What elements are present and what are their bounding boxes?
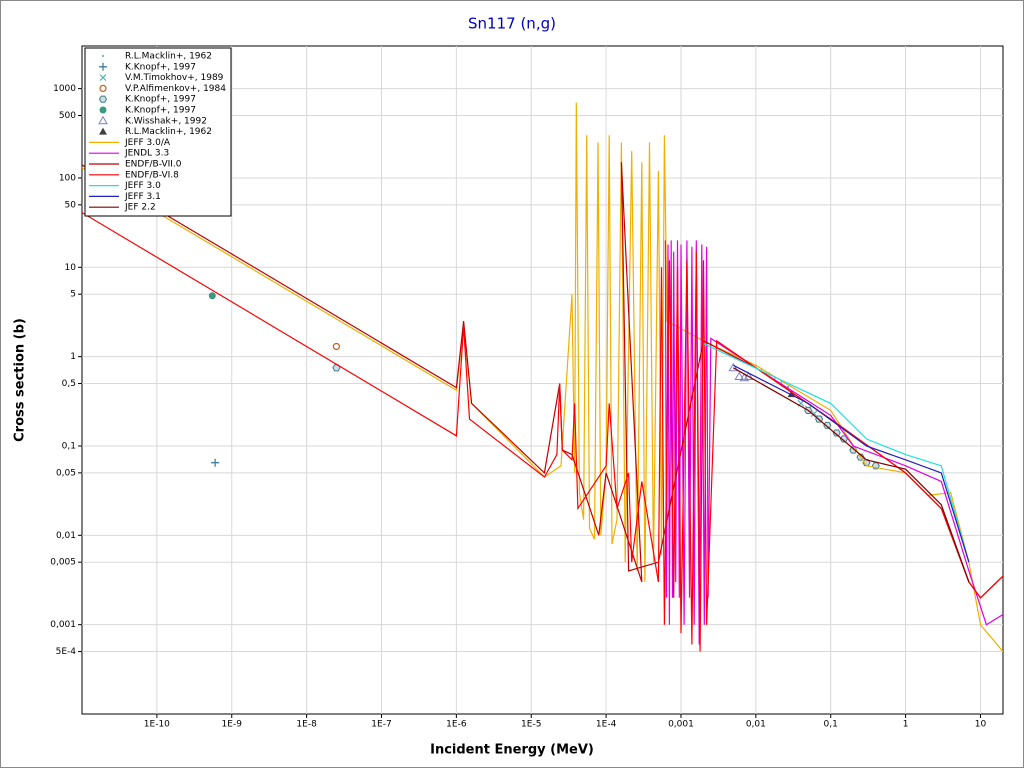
y-tick-label: 50 [65,200,77,210]
legend-box [84,47,232,217]
plot-area [81,45,1004,715]
y-tick-label: 1000 [53,84,76,94]
data-point [787,385,790,388]
legend-label: JEF 2.2 [124,203,156,213]
legend-label: R.L.Macklin+, 1962 [125,127,212,137]
data-point [823,421,832,429]
y-tick-label: 10 [65,263,77,273]
data-point [810,410,818,418]
legend-marker [99,74,107,82]
series-line [82,102,1003,652]
y-tick-label: 0,01 [56,531,76,541]
series-line [733,367,970,583]
legend-label: K.Knopf+, 1997 [125,62,196,72]
legend-label: V.M.Timokhov+, 1989 [125,73,224,83]
x-tick-label: 10 [975,720,987,730]
data-point [734,371,745,380]
legend-label: JEFF 3.0/A [124,138,171,148]
series-line [82,212,1003,652]
series-line [664,240,1003,645]
legend-marker [99,127,107,135]
legend-label: V.P.Alfimenkov+, 1984 [125,84,226,94]
y-tick-label: 1 [70,352,76,362]
legend-marker [102,55,104,57]
x-tick-label: 1E-6 [446,720,467,730]
x-tick-label: 1E-8 [296,720,317,730]
x-tick-label: 1E-5 [521,720,541,730]
y-tick-label: 0,5 [62,379,76,389]
legend-label: JENDL 3.3 [124,149,169,159]
legend-label: R.L.Macklin+, 1962 [125,52,212,62]
x-tick-label: 1 [903,720,909,730]
legend-label: JEFF 3.0 [124,181,161,191]
legend-marker [98,95,108,103]
legend-label: JEFF 3.1 [124,192,161,202]
grid [78,46,1003,718]
y-axis-label: Cross section (b) [13,318,28,442]
x-tick-label: 0,01 [746,720,766,730]
series-line [733,364,970,563]
y-tick-label: 100 [59,173,76,183]
data-point [332,342,341,351]
x-tick-label: 0,001 [668,720,694,730]
x-tick-label: 1E-10 [144,720,170,730]
legend-marker [99,62,107,71]
legend-marker [98,115,108,125]
x-tick-label: 1E-7 [371,720,391,730]
legend-label: K.Wisshak+, 1992 [125,116,207,126]
series-line [703,343,970,563]
y-tick-label: 0,005 [50,558,76,568]
legend-marker [99,106,107,114]
legend-label: K.Knopf+, 1997 [125,95,196,105]
y-tick-label: 500 [59,111,76,121]
y-tick-label: 0,1 [62,441,76,451]
legend-marker [99,84,107,93]
chart-title: Sn117 (n,g) [468,15,556,33]
y-tick-label: 0,05 [56,468,76,478]
data-point [211,458,220,467]
data-point [208,292,216,300]
x-tick-label: 1E-9 [222,720,243,730]
legend-label: ENDF/B-VII.0 [125,160,182,170]
legend-label: K.Knopf+, 1997 [125,106,196,116]
x-tick-label: 1E-4 [596,720,617,730]
y-tick-label: 0,001 [50,620,76,630]
x-axis-label: Incident Energy (MeV) [430,743,594,758]
x-tick-label: 0,1 [824,720,838,730]
legend-label: ENDF/B-VI.8 [125,170,179,180]
data-point [728,362,739,372]
y-tick-label: 5 [70,290,76,300]
plot-content [82,102,1003,652]
y-tick-label: 5E-4 [56,647,77,657]
